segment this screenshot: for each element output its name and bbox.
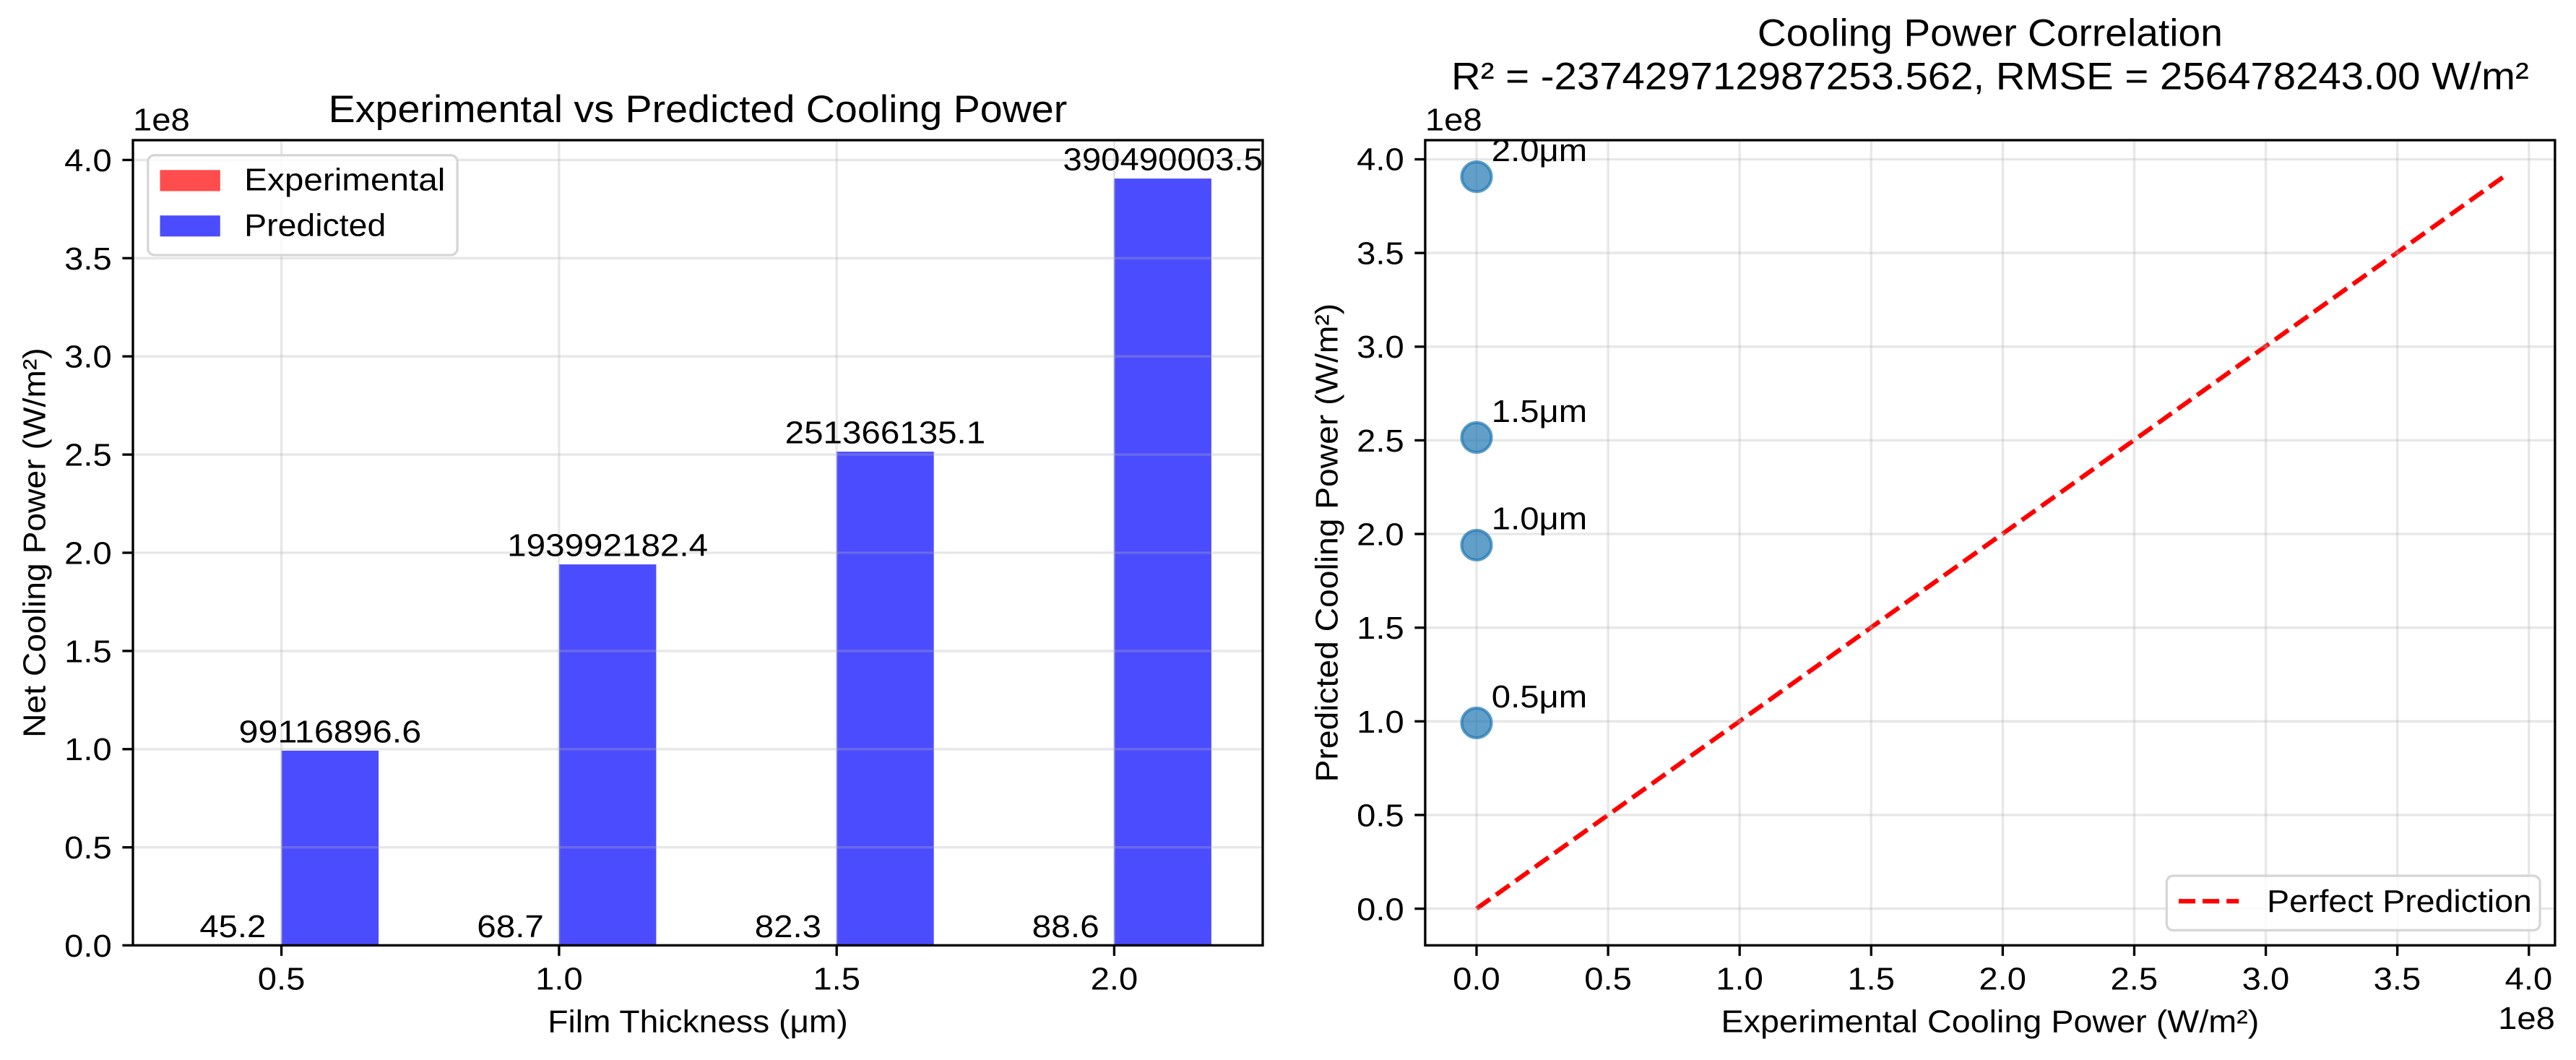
svg-text:1.0: 1.0 — [535, 962, 583, 997]
svg-text:0.5: 0.5 — [64, 830, 112, 866]
svg-text:Cooling Power Correlation: Cooling Power Correlation — [1758, 12, 2223, 55]
svg-text:2.0: 2.0 — [1357, 517, 1404, 553]
svg-text:3.5: 3.5 — [2374, 962, 2421, 997]
svg-text:4.0: 4.0 — [2505, 962, 2553, 997]
svg-text:1.0: 1.0 — [64, 732, 112, 767]
svg-text:2.5: 2.5 — [1357, 423, 1404, 459]
svg-text:1.0: 1.0 — [1357, 704, 1404, 740]
svg-text:3.0: 3.0 — [64, 340, 112, 375]
svg-text:0.0: 0.0 — [64, 928, 112, 964]
svg-text:3.5: 3.5 — [64, 241, 112, 277]
svg-text:2.0: 2.0 — [1091, 962, 1138, 997]
svg-text:Experimental: Experimental — [244, 163, 445, 198]
svg-text:0.0: 0.0 — [1453, 962, 1500, 997]
svg-text:0.5: 0.5 — [1584, 962, 1632, 997]
svg-text:Film Thickness (μm): Film Thickness (μm) — [548, 1004, 848, 1039]
svg-text:Experimental vs Predicted Cool: Experimental vs Predicted Cooling Power — [329, 88, 1068, 131]
svg-text:0.5: 0.5 — [1357, 798, 1404, 834]
svg-text:0.0: 0.0 — [1357, 892, 1404, 927]
svg-text:Predicted Cooling Power (W/m²): Predicted Cooling Power (W/m²) — [1309, 303, 1344, 783]
svg-text:1.5: 1.5 — [1847, 962, 1895, 997]
svg-text:2.0: 2.0 — [1979, 962, 2026, 997]
svg-text:1e8: 1e8 — [133, 103, 190, 138]
svg-text:1.5: 1.5 — [1357, 611, 1404, 646]
svg-text:1.0μm: 1.0μm — [1492, 501, 1587, 537]
svg-text:3.5: 3.5 — [1357, 236, 1404, 271]
svg-text:4.0: 4.0 — [1357, 142, 1404, 178]
svg-text:Perfect Prediction: Perfect Prediction — [2267, 884, 2532, 919]
svg-text:1e8: 1e8 — [1425, 103, 1482, 138]
svg-text:390490003.5: 390490003.5 — [1063, 142, 1263, 178]
svg-text:2.5: 2.5 — [64, 438, 112, 473]
svg-text:2.0: 2.0 — [64, 535, 112, 571]
svg-text:0.5: 0.5 — [258, 962, 306, 997]
svg-text:1.0: 1.0 — [1716, 962, 1763, 997]
svg-text:99116896.6: 99116896.6 — [239, 715, 422, 750]
svg-text:3.0: 3.0 — [2242, 962, 2290, 997]
svg-text:3.0: 3.0 — [1357, 329, 1404, 365]
svg-text:1.5: 1.5 — [813, 962, 860, 997]
svg-text:1.5: 1.5 — [64, 634, 112, 669]
svg-text:1.5μm: 1.5μm — [1492, 394, 1587, 429]
svg-text:45.2: 45.2 — [199, 909, 266, 944]
svg-text:193992182.4: 193992182.4 — [507, 528, 708, 564]
svg-text:Predicted: Predicted — [244, 207, 386, 243]
svg-text:2.5: 2.5 — [2111, 962, 2158, 997]
svg-text:1e8: 1e8 — [2498, 1001, 2555, 1036]
svg-text:251366135.1: 251366135.1 — [785, 415, 986, 451]
svg-text:88.6: 88.6 — [1032, 909, 1099, 944]
svg-text:2.0μm: 2.0μm — [1492, 133, 1587, 168]
svg-text:68.7: 68.7 — [477, 909, 544, 944]
svg-text:82.3: 82.3 — [755, 909, 821, 944]
svg-text:4.0: 4.0 — [64, 143, 112, 178]
svg-text:Net Cooling Power (W/m²): Net Cooling Power (W/m²) — [17, 348, 52, 738]
svg-text:R² = -237429712987253.562, RMS: R² = -237429712987253.562, RMSE = 256478… — [1451, 56, 2529, 98]
svg-text:Experimental Cooling Power (W/: Experimental Cooling Power (W/m²) — [1721, 1004, 2260, 1039]
svg-text:0.5μm: 0.5μm — [1492, 679, 1587, 715]
